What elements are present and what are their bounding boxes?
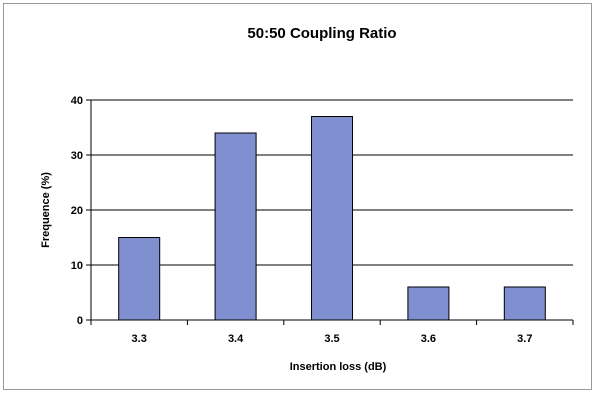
chart-title: 50:50 Coupling Ratio	[247, 25, 396, 42]
bar-3.6	[407, 286, 450, 321]
bar-3.4	[214, 132, 257, 321]
bar-3.5	[311, 116, 353, 321]
x-tick-label: 3.4	[228, 333, 244, 345]
y-tick-label: 20	[71, 205, 83, 217]
axes	[86, 99, 574, 325]
x-tick-label: 3.7	[517, 333, 532, 345]
bar-3.3	[118, 237, 161, 321]
y-tick-label: 30	[71, 150, 83, 162]
y-tick-labels: 0 10 20 30 40	[71, 95, 83, 327]
x-tick-label: 3.6	[421, 333, 436, 345]
chart-frame	[3, 3, 592, 390]
x-tick-labels: 3.3 3.4 3.5 3.6 3.7	[132, 333, 533, 345]
y-tick-label: 0	[77, 315, 83, 327]
y-tick-label: 40	[71, 95, 83, 107]
y-tick-label: 10	[71, 260, 83, 272]
x-tick-label: 3.3	[132, 333, 147, 345]
x-tick-label: 3.5	[324, 333, 339, 345]
y-axis-label: Frequence (%)	[40, 172, 52, 248]
x-axis-label: Insertion loss (dB)	[290, 361, 387, 373]
bar-3.7	[503, 286, 546, 321]
bars	[118, 116, 546, 321]
